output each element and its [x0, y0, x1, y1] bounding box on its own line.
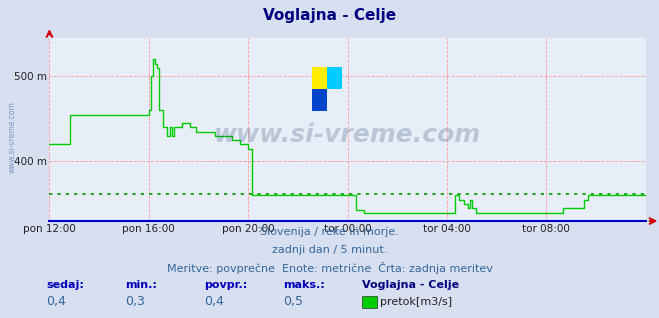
Text: zadnji dan / 5 minut.: zadnji dan / 5 minut.: [272, 245, 387, 255]
Text: Meritve: povprečne  Enote: metrične  Črta: zadnja meritev: Meritve: povprečne Enote: metrične Črta:…: [167, 262, 492, 274]
Text: povpr.:: povpr.:: [204, 280, 248, 290]
Text: Slovenija / reke in morje.: Slovenija / reke in morje.: [260, 227, 399, 237]
Text: www.si-vreme.com: www.si-vreme.com: [214, 123, 481, 147]
Text: pretok[m3/s]: pretok[m3/s]: [380, 297, 452, 307]
Text: 0,4: 0,4: [46, 295, 66, 308]
Text: sedaj:: sedaj:: [46, 280, 84, 290]
Bar: [312, 89, 327, 111]
Text: maks.:: maks.:: [283, 280, 325, 290]
Text: 0,5: 0,5: [283, 295, 303, 308]
Text: Voglajna - Celje: Voglajna - Celje: [362, 280, 459, 290]
Bar: [327, 67, 341, 89]
Text: 0,3: 0,3: [125, 295, 145, 308]
Text: Voglajna - Celje: Voglajna - Celje: [263, 8, 396, 23]
Text: min.:: min.:: [125, 280, 157, 290]
Text: www.si-vreme.com: www.si-vreme.com: [8, 101, 17, 173]
Bar: [312, 67, 327, 89]
Text: 0,4: 0,4: [204, 295, 224, 308]
